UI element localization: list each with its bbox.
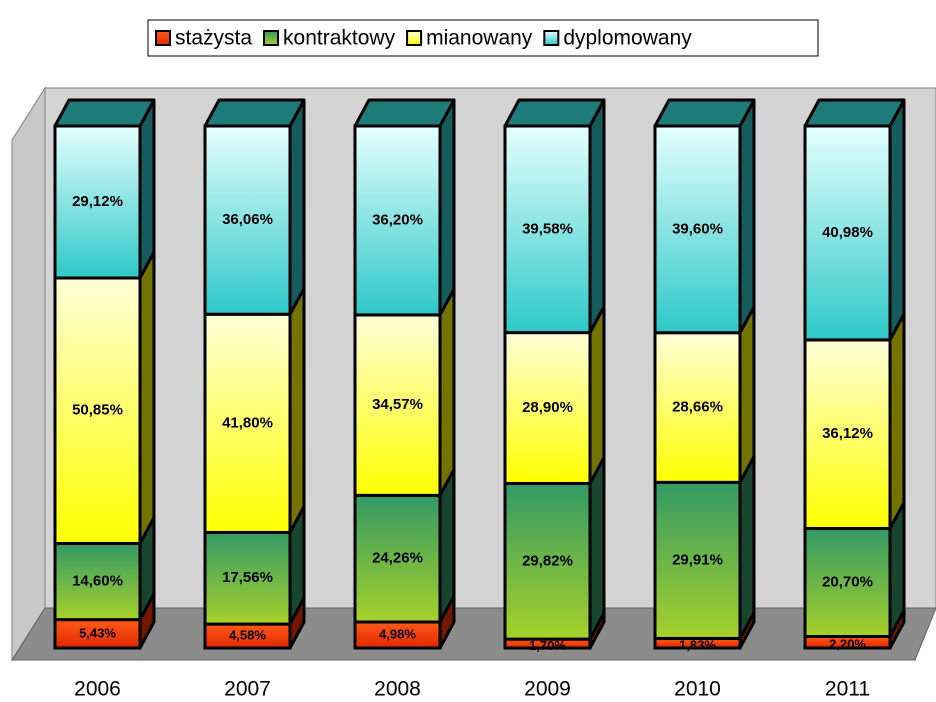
- x-tick-label: 2011: [825, 678, 870, 701]
- bar-side: [888, 98, 906, 342]
- bar: [653, 124, 742, 335]
- bar: [353, 493, 442, 624]
- bar-top: [353, 98, 456, 128]
- bar: [353, 124, 442, 317]
- data-label: 28,90%: [522, 399, 573, 416]
- legend-swatch: [543, 30, 560, 46]
- data-label: 36,12%: [822, 425, 873, 442]
- data-label: 29,12%: [72, 193, 123, 210]
- data-label: 1,70%: [529, 638, 566, 653]
- bar: [53, 276, 142, 545]
- bar-side: [288, 98, 306, 316]
- legend-label: dyplomowany: [563, 27, 692, 50]
- bar-side: [438, 287, 456, 497]
- data-label: 2,20%: [829, 637, 866, 652]
- data-label: 24,26%: [372, 550, 423, 567]
- data-label: 17,56%: [222, 569, 273, 586]
- bar-top: [53, 98, 156, 128]
- legend-label: stażysta: [175, 27, 252, 50]
- data-label: 14,60%: [72, 573, 123, 590]
- bar: [803, 526, 892, 639]
- bar: [503, 124, 592, 335]
- bar: [353, 313, 442, 497]
- legend-swatch: [155, 30, 171, 46]
- legend-swatch: [263, 30, 280, 46]
- data-label: 41,80%: [222, 414, 273, 431]
- data-label: 50,85%: [72, 402, 123, 419]
- data-label: 39,58%: [522, 220, 573, 237]
- x-tick-label: 2007: [224, 678, 271, 701]
- x-tick-label: 2009: [524, 678, 571, 701]
- side-wall: [11, 86, 46, 662]
- data-label: 40,98%: [822, 224, 873, 241]
- bar-top: [803, 98, 906, 128]
- bar: [803, 124, 892, 342]
- bar-side: [738, 98, 756, 335]
- data-label: 34,57%: [372, 396, 423, 413]
- data-label: 36,20%: [372, 211, 423, 228]
- legend-label: mianowany: [426, 27, 533, 50]
- x-tick-label: 2010: [674, 678, 721, 701]
- data-label: 29,91%: [672, 551, 723, 568]
- bar: [353, 620, 442, 650]
- bar-side: [588, 455, 606, 641]
- bar-side: [588, 305, 606, 485]
- data-label: 4,58%: [229, 627, 266, 642]
- data-label: 39,60%: [672, 220, 723, 237]
- bar-side: [888, 312, 906, 530]
- legend-swatch: [406, 30, 423, 46]
- bar-side: [588, 98, 606, 335]
- x-tick-label: 2006: [74, 678, 121, 701]
- legend-label: kontraktowy: [283, 27, 396, 50]
- bar-side: [438, 98, 456, 317]
- back-wall: [44, 87, 936, 609]
- bar-top: [203, 98, 306, 128]
- x-tick-label: 2008: [374, 678, 421, 701]
- bar-side: [288, 286, 306, 534]
- bar: [503, 331, 592, 485]
- bar: [203, 530, 292, 626]
- data-label: 4,98%: [379, 626, 416, 641]
- data-label: 20,70%: [822, 573, 873, 590]
- bar-side: [138, 250, 156, 545]
- bar: [653, 480, 742, 640]
- legend: stażysta kontraktowy mianowany dyplomowany: [147, 19, 819, 57]
- bar: [203, 124, 292, 316]
- bar-side: [138, 98, 156, 280]
- bar-top: [653, 98, 756, 128]
- data-label: 5,43%: [79, 625, 116, 640]
- data-label: 1,83%: [679, 638, 716, 653]
- data-label: 36,06%: [222, 211, 273, 228]
- legend-box: [147, 19, 819, 57]
- bar-side: [738, 454, 756, 640]
- bar-side: [738, 305, 756, 484]
- bar-top: [503, 98, 606, 128]
- bar: [53, 541, 142, 622]
- data-label: 29,82%: [522, 552, 573, 569]
- bar: [53, 124, 142, 280]
- data-label: 28,66%: [672, 398, 723, 415]
- bar: [503, 481, 592, 641]
